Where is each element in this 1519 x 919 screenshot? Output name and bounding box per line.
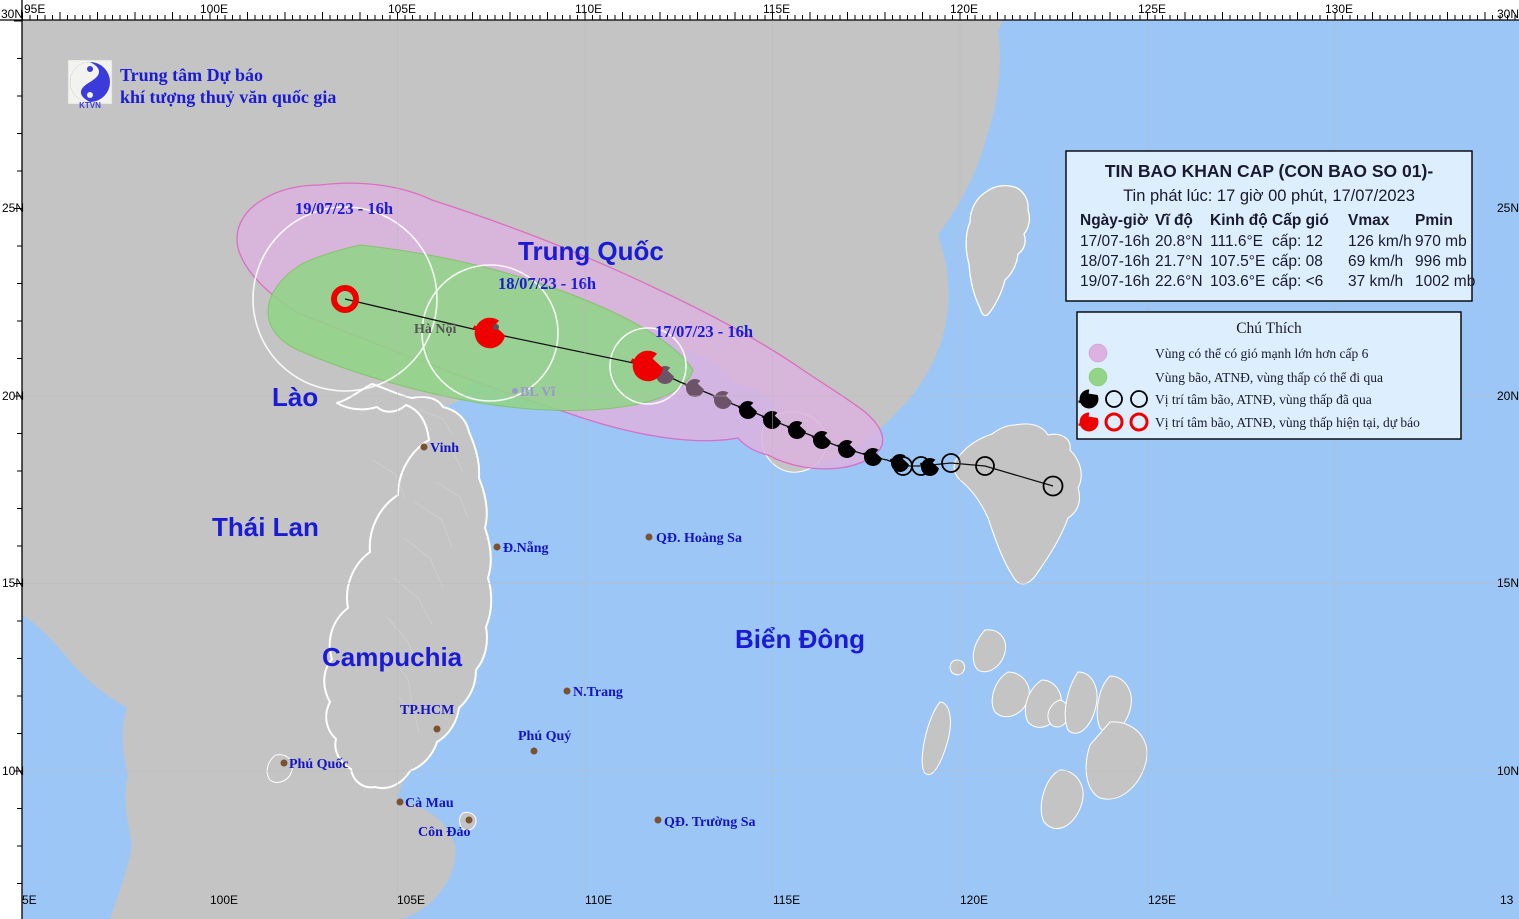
svg-text:120E: 120E xyxy=(950,2,978,16)
svg-text:Hà Nội: Hà Nội xyxy=(414,322,457,337)
svg-text:KTVN: KTVN xyxy=(79,101,101,110)
svg-text:107.5°E: 107.5°E xyxy=(1210,253,1265,270)
svg-text:30N: 30N xyxy=(1,7,23,21)
svg-text:Trung Quốc: Trung Quốc xyxy=(518,236,664,266)
svg-text:13: 13 xyxy=(1500,893,1514,907)
svg-text:Vị trí tâm bão, ATNĐ, vùng thấ: Vị trí tâm bão, ATNĐ, vùng thấp đã qua xyxy=(1155,392,1372,407)
svg-text:1002 mb: 1002 mb xyxy=(1415,273,1475,290)
svg-text:cấp: 12: cấp: 12 xyxy=(1272,233,1323,250)
svg-text:19/07-16h: 19/07-16h xyxy=(1080,273,1150,290)
svg-text:Thái Lan: Thái Lan xyxy=(212,512,319,542)
svg-text:N.Trang: N.Trang xyxy=(573,685,623,700)
svg-text:Trung tâm Dự báo: Trung tâm Dự báo xyxy=(120,65,263,85)
svg-text:Phú Quốc: Phú Quốc xyxy=(289,757,349,772)
svg-text:Vinh: Vinh xyxy=(430,441,459,456)
svg-text:100E: 100E xyxy=(200,2,228,16)
svg-text:103.6°E: 103.6°E xyxy=(1210,273,1265,290)
svg-text:Vị trí tâm bão, ATNĐ, vùng thấ: Vị trí tâm bão, ATNĐ, vùng thấp hiện tại… xyxy=(1155,415,1420,430)
svg-text:10N: 10N xyxy=(1497,764,1519,778)
svg-text:cấp: <6: cấp: <6 xyxy=(1272,273,1323,290)
svg-text:Lào: Lào xyxy=(272,382,318,412)
svg-text:Pmin: Pmin xyxy=(1415,212,1453,229)
svg-text:19/07/23 - 16h: 19/07/23 - 16h xyxy=(295,199,393,218)
svg-text:100E: 100E xyxy=(210,893,238,907)
svg-text:970 mb: 970 mb xyxy=(1415,233,1467,250)
svg-text:111.6°E: 111.6°E xyxy=(1210,233,1263,250)
svg-text:22.6°N: 22.6°N xyxy=(1155,273,1203,290)
svg-text:125E: 125E xyxy=(1138,2,1166,16)
svg-text:21.7°N: 21.7°N xyxy=(1155,253,1203,270)
svg-text:QĐ. Trường Sa: QĐ. Trường Sa xyxy=(664,815,756,830)
svg-text:BL Vĩ: BL Vĩ xyxy=(520,385,556,400)
svg-text:120E: 120E xyxy=(960,893,988,907)
svg-text:Côn Đảo: Côn Đảo xyxy=(418,825,471,840)
svg-text:996 mb: 996 mb xyxy=(1415,253,1467,270)
svg-text:20N: 20N xyxy=(2,389,24,403)
svg-text:17/07-16h: 17/07-16h xyxy=(1080,233,1150,250)
svg-text:110E: 110E xyxy=(575,2,602,16)
svg-text:115E: 115E xyxy=(773,893,800,907)
svg-text:Campuchia: Campuchia xyxy=(322,642,463,672)
svg-text:105E: 105E xyxy=(397,893,425,907)
svg-text:25N: 25N xyxy=(1497,201,1519,215)
svg-text:25N: 25N xyxy=(2,201,24,215)
svg-text:cấp: 08: cấp: 08 xyxy=(1272,253,1323,270)
svg-text:126 km/h: 126 km/h xyxy=(1348,233,1412,250)
svg-text:17/07/23 - 16h: 17/07/23 - 16h xyxy=(655,322,753,341)
svg-text:Vùng có thể có gió mạnh lớn hơ: Vùng có thể có gió mạnh lớn hơn cấp 6 xyxy=(1155,346,1369,361)
svg-text:20.8°N: 20.8°N xyxy=(1155,233,1203,250)
svg-text:30N: 30N xyxy=(1497,7,1519,21)
svg-text:5E: 5E xyxy=(22,893,37,907)
svg-text:Tin phát lúc: 17 giờ 00 phút,: Tin phát lúc: 17 giờ 00 phút, 17/07/2023 xyxy=(1123,187,1415,205)
svg-text:18/07/23 - 16h: 18/07/23 - 16h xyxy=(498,274,596,293)
svg-text:10N: 10N xyxy=(2,764,24,778)
svg-text:QĐ. Hoàng Sa: QĐ. Hoàng Sa xyxy=(656,531,742,546)
svg-text:95E: 95E xyxy=(24,2,45,16)
svg-text:115E: 115E xyxy=(763,2,790,16)
svg-text:Phú Quý: Phú Quý xyxy=(518,729,571,744)
svg-text:TIN BAO KHAN CAP (CON BAO SO 0: TIN BAO KHAN CAP (CON BAO SO 01)- xyxy=(1105,161,1433,181)
svg-text:Vùng bão, ATNĐ, vùng thấp có t: Vùng bão, ATNĐ, vùng thấp có thể đi qua xyxy=(1155,370,1383,385)
svg-text:105E: 105E xyxy=(388,2,416,16)
svg-text:TP.HCM: TP.HCM xyxy=(400,703,454,718)
svg-text:125E: 125E xyxy=(1148,893,1176,907)
svg-text:Cấp gió: Cấp gió xyxy=(1272,212,1329,229)
svg-text:Đ.Nẵng: Đ.Nẵng xyxy=(503,540,549,556)
svg-text:Cà Mau: Cà Mau xyxy=(405,796,454,811)
svg-text:130E: 130E xyxy=(1325,2,1353,16)
svg-text:Biển Đông: Biển Đông xyxy=(735,624,865,654)
svg-text:Vmax: Vmax xyxy=(1348,212,1390,229)
svg-text:khí tượng thuỷ văn quốc gia: khí tượng thuỷ văn quốc gia xyxy=(120,87,336,107)
svg-text:Vĩ độ: Vĩ độ xyxy=(1155,212,1193,229)
svg-text:15N: 15N xyxy=(2,576,24,590)
svg-text:18/07-16h: 18/07-16h xyxy=(1080,253,1150,270)
svg-text:Ngày-giờ: Ngày-giờ xyxy=(1080,212,1149,229)
svg-text:20N: 20N xyxy=(1497,389,1519,403)
svg-text:15N: 15N xyxy=(1497,576,1519,590)
svg-text:110E: 110E xyxy=(585,893,612,907)
svg-text:37 km/h: 37 km/h xyxy=(1348,273,1403,290)
svg-text:Chú Thích: Chú Thích xyxy=(1236,320,1302,337)
svg-text:69 km/h: 69 km/h xyxy=(1348,253,1403,270)
svg-text:Kinh độ: Kinh độ xyxy=(1210,212,1268,229)
